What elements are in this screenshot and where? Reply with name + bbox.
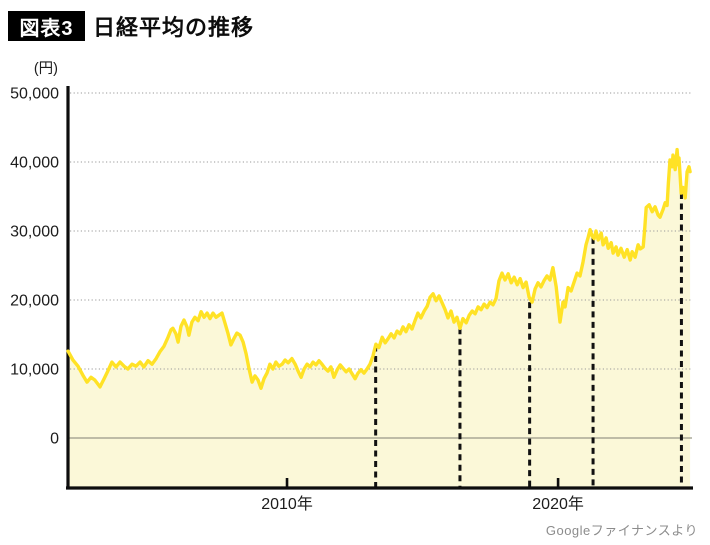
y-axis-label: 30,000 (10, 224, 59, 241)
y-axis-label: 40,000 (10, 155, 59, 172)
y-axis-unit-label: (円) (33, 61, 58, 77)
nikkei-line (66, 147, 692, 390)
y-axis-label: 0 (50, 431, 59, 448)
page-title: 日経平均の推移 (93, 15, 255, 40)
figure-tag: 図表3 (8, 11, 85, 41)
x-axis-label: 2010年 (261, 495, 313, 513)
y-axis-label: 10,000 (10, 362, 59, 379)
y-axis-label: 20,000 (10, 293, 59, 310)
source-attribution: Googleファイナンスより (545, 523, 698, 538)
nikkei-area (68, 149, 691, 487)
chart-header: 図表3 日経平均の推移 (8, 10, 254, 42)
y-axis-label: 50,000 (10, 86, 59, 103)
x-axis-label: 2020年 (532, 495, 584, 513)
